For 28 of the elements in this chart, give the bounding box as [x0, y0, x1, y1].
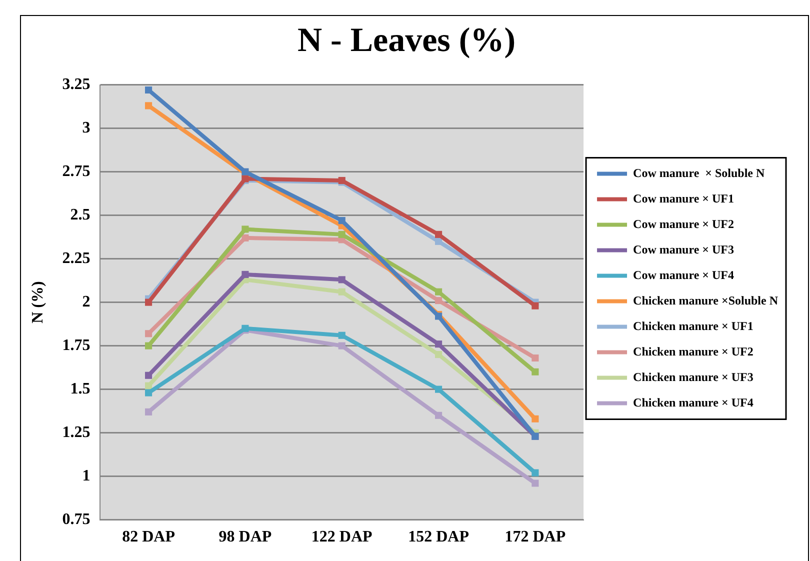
y-axis-title: N (%) — [30, 281, 47, 324]
y-tick-label: 2.75 — [62, 162, 90, 180]
legend-label: Chicken manure ×Soluble N — [633, 293, 778, 308]
x-tick-label: 82 DAP — [122, 528, 176, 546]
legend-label: Cow manure × UF3 — [633, 242, 734, 256]
y-tick-label: 1.75 — [62, 336, 90, 354]
chart-title: N - Leaves (%) — [297, 22, 516, 60]
y-tick-label: 0.75 — [62, 510, 90, 528]
y-tick-label: 1 — [82, 467, 90, 484]
legend-label: Chicken manure × UF4 — [633, 395, 754, 410]
x-tick-label: 172 DAP — [504, 528, 566, 546]
y-tick-label: 3 — [82, 119, 90, 136]
legend-label: Cow manure × UF2 — [633, 216, 734, 231]
y-tick-label: 2.25 — [62, 250, 90, 267]
y-tick-label: 2.5 — [70, 206, 90, 224]
y-tick-label: 2 — [82, 293, 90, 310]
x-tick-label: 122 DAP — [311, 528, 373, 546]
y-tick-label: 3.25 — [62, 76, 90, 93]
legend-label: Chicken manure × UF3 — [633, 370, 754, 384]
y-tick-label: 1.25 — [62, 424, 90, 441]
legend-label: Cow manure × UF1 — [633, 191, 734, 206]
y-tick-label: 1.5 — [70, 380, 90, 398]
legend-label: Chicken manure × UF1 — [633, 318, 754, 333]
x-tick-label: 98 DAP — [218, 528, 272, 546]
legend-label: Cow manure × Soluble N — [633, 166, 765, 180]
x-tick-label: 152 DAP — [408, 528, 470, 546]
legend-label: Cow manure × UF4 — [633, 268, 734, 282]
legend-label: Chicken manure × UF2 — [633, 344, 754, 358]
